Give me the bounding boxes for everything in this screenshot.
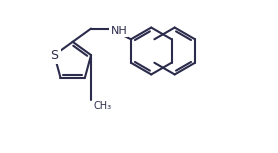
Text: CH₃: CH₃	[93, 101, 111, 111]
Text: NH: NH	[110, 26, 127, 36]
Text: S: S	[50, 49, 58, 62]
